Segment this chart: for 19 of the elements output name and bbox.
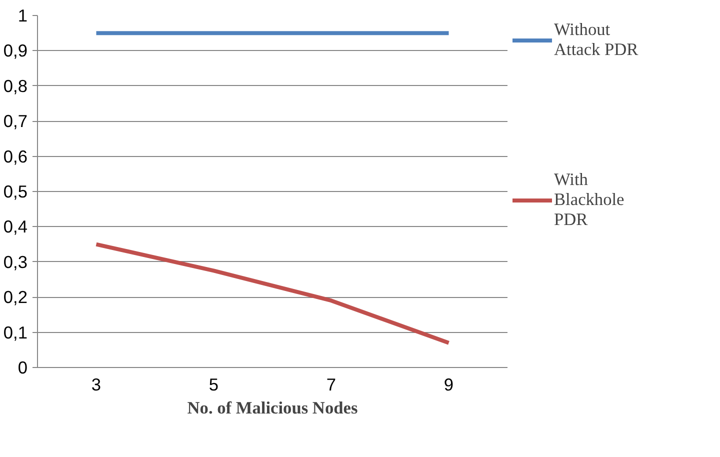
line-series	[94, 242, 451, 345]
x-tick-label: 7	[326, 374, 336, 394]
y-tick-label: 0,7	[3, 111, 28, 132]
y-tick-label: 0,3	[3, 252, 28, 272]
x-tick-label: 9	[444, 374, 454, 394]
y-tick-label: 0,1	[3, 322, 28, 342]
y-tick-label: 0,4	[3, 216, 28, 237]
x-axis-title: No. of Malicious Nodes	[187, 398, 358, 418]
y-tick-label: 0,8	[3, 76, 28, 96]
y-tick-label: 0,2	[3, 287, 28, 308]
x-tick-label: 5	[208, 374, 219, 394]
y-tick-label: 1	[18, 6, 28, 26]
y-tick-label: 0,9	[3, 40, 28, 61]
x-tick-label: 3	[91, 374, 102, 394]
legend-label: Without Attack PDR	[554, 20, 638, 60]
y-tick-label: 0,6	[3, 146, 28, 166]
y-tick-label: 0,5	[3, 182, 28, 202]
legend-label: With Blackhole PDR	[554, 170, 624, 230]
y-tick-label: 0	[18, 358, 28, 378]
